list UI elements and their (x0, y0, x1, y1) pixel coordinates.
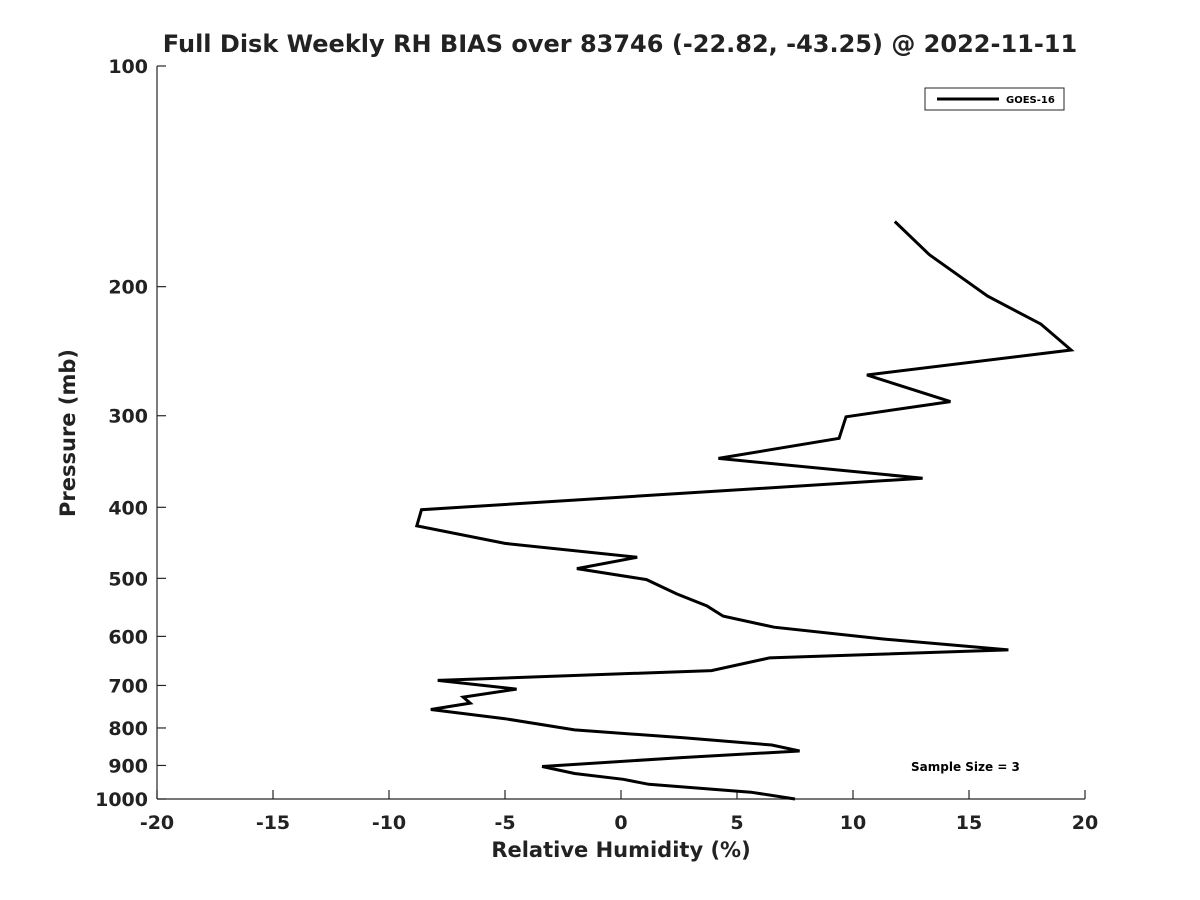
y-tick-label: 800 (108, 718, 148, 740)
series-line-goes-16 (414, 220, 1075, 801)
axes-layer: -20 -15 -10 -5 0 5 10 15 20 100 200 300 400 500 600 700… (95, 56, 1098, 834)
legend-label: GOES-16 (1006, 95, 1055, 106)
x-tick-label: -20 (140, 812, 174, 834)
x-tick-label: 0 (614, 812, 627, 834)
series-layer (414, 220, 1075, 801)
x-tick-label: -5 (494, 812, 515, 834)
y-tick-label: 300 (108, 406, 148, 428)
sample-size-annotation: Sample Size = 3 (911, 760, 1020, 774)
chart-title: Full Disk Weekly RH BIAS over 83746 (-22… (162, 30, 1078, 58)
legend: GOES-16 (924, 87, 1065, 111)
y-tick-label: 200 (108, 277, 148, 299)
y-tick-label: 900 (108, 755, 148, 777)
x-axis-label: Relative Humidity (%) (491, 838, 751, 862)
y-tick-label: 700 (108, 675, 148, 697)
y-tick-label: 1000 (95, 789, 148, 811)
x-tick-label: 20 (1072, 812, 1098, 834)
y-tick-label: 400 (108, 497, 148, 519)
x-tick-label: 15 (956, 812, 982, 834)
annotation-layer: Sample Size = 3 (911, 760, 1020, 774)
y-tick-label: 600 (108, 626, 148, 648)
y-tick-label: 100 (108, 56, 148, 78)
x-tick-label: 5 (730, 812, 743, 834)
x-tick-label: -15 (256, 812, 290, 834)
x-tick-label: -10 (372, 812, 406, 834)
y-tick-label: 500 (108, 568, 148, 590)
x-tick-label: 10 (840, 812, 866, 834)
